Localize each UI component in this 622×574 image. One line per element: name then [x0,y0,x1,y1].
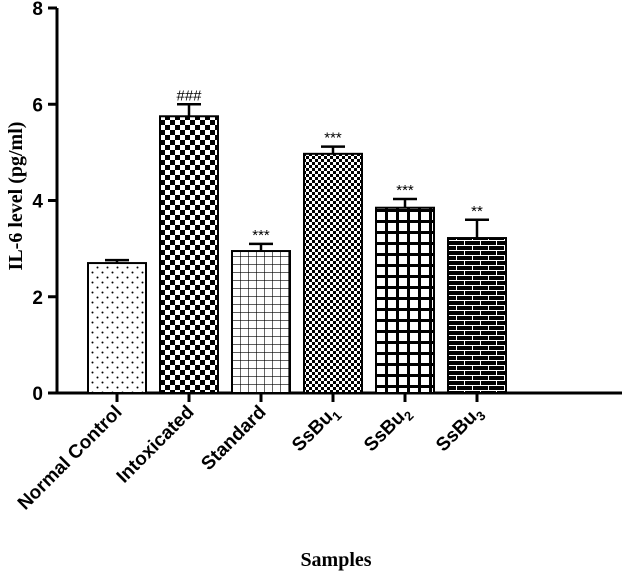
significance-label: ** [471,203,483,220]
x-axis-title: Samples [300,549,371,571]
x-tick-label: Intoxicated [113,402,199,488]
bar [447,237,507,394]
y-tick-label: 4 [32,192,43,213]
significance-label: ### [176,87,202,104]
bar [87,262,147,394]
x-tick-label-text: Normal Control [14,402,127,515]
y-tick-label: 8 [32,0,43,20]
bar-group: *** [303,130,363,394]
x-tick-label-text: Standard [197,402,270,475]
bar-group: ### [159,87,219,394]
significance-label: *** [252,227,270,244]
x-tick-label: SsBu2 [360,402,416,458]
bar [231,250,291,394]
bar [375,206,435,394]
y-axis-title: IL-6 level (pg/ml) [5,122,27,271]
bar [159,115,219,394]
y-tick-label: 0 [32,384,43,405]
y-tick-label: 2 [32,288,43,309]
bar-group: ** [447,203,507,394]
x-tick-label: SsBu3 [432,402,488,458]
bar [303,152,363,394]
x-tick-label: Normal Control [14,402,127,515]
x-tick-label: Standard [197,402,270,475]
x-tick-label-text: Intoxicated [113,402,199,488]
bars: ###*********** [87,87,507,394]
significance-label: *** [396,182,414,199]
x-tick-label: SsBu1 [288,402,344,458]
bar-group [87,258,147,394]
bar-group: *** [375,182,435,394]
significance-label: *** [324,130,342,147]
y-tick-label: 6 [32,95,43,116]
bar-group: *** [231,227,291,394]
